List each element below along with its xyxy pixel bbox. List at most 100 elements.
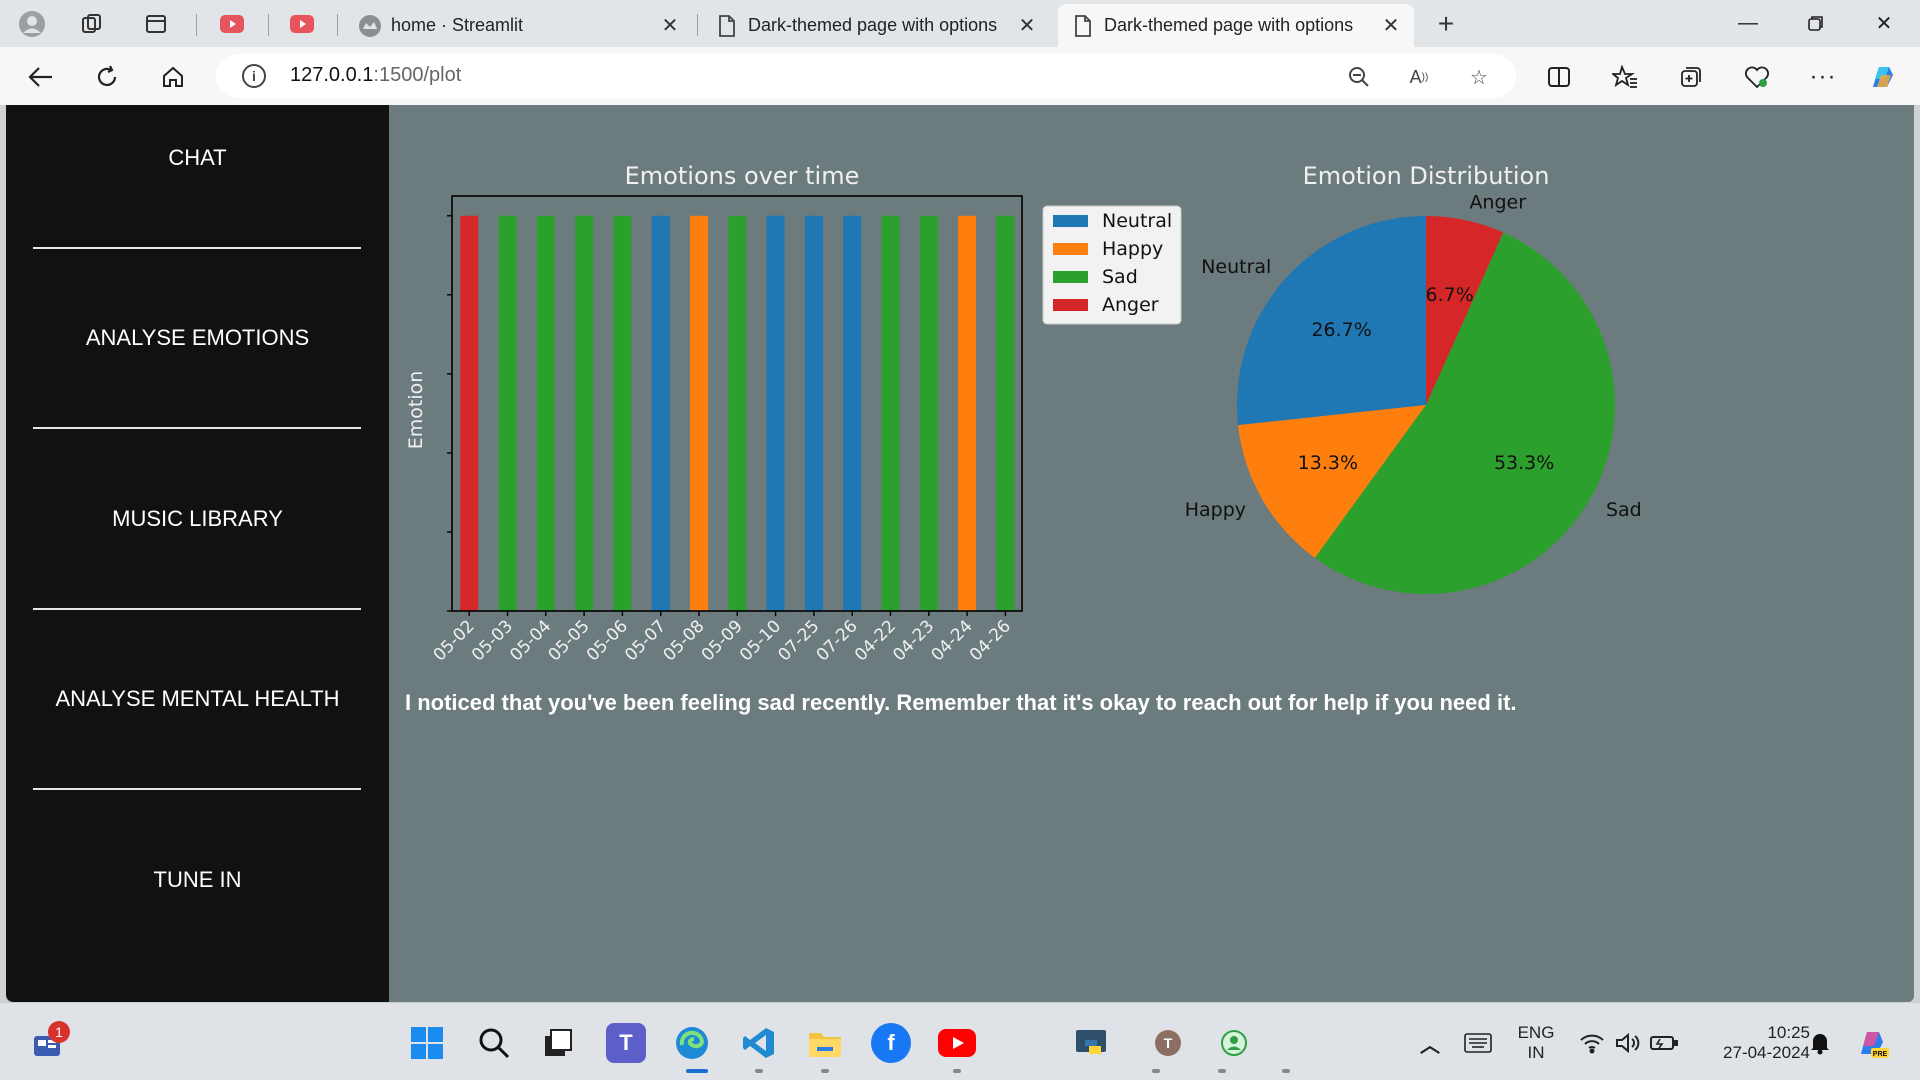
clock[interactable]: 10:25 27-04-2024 [1690,1023,1810,1063]
youtube-pinned-tab-icon[interactable] [288,10,316,38]
restore-icon[interactable] [1796,8,1836,38]
address-bar[interactable]: i 127.0.0.1:1500/plot A)) ☆ [216,54,1516,98]
pie-slice-anger [1426,216,1504,405]
split-screen-icon[interactable] [1542,60,1576,94]
chevron-up-icon[interactable]: ︿ [1420,1034,1440,1057]
url-text: 127.0.0.1:1500/plot [290,64,462,86]
zoom-out-icon[interactable] [1346,64,1372,90]
task-view-icon[interactable] [538,1023,578,1063]
workspaces-icon[interactable] [78,10,106,38]
bar-07-26 [843,215,862,611]
page-viewport: CHAT ANALYSE EMOTIONS MUSIC LIBRARY ANAL… [6,105,1914,1002]
notification-bell-icon[interactable] [1800,1023,1840,1063]
tab-home-streamlit[interactable]: home · Streamlit ✕ [345,4,693,47]
pie-category-label: Anger [1469,192,1526,214]
back-icon[interactable] [24,60,58,94]
favorite-star-icon[interactable]: ☆ [1470,66,1488,89]
sidebar-item-music-library[interactable]: MUSIC LIBRARY [112,506,283,531]
copilot-icon[interactable] [1866,60,1900,94]
youtube-icon[interactable] [937,1023,977,1063]
battery-icon[interactable] [1644,1023,1684,1063]
bar-05-08 [690,215,708,611]
search-icon[interactable] [474,1023,514,1063]
x-tick-label: 05-09 [698,616,747,665]
legend-label-sad: Sad [1102,266,1138,288]
clock-time: 10:25 [1767,1023,1810,1042]
page-icon [1070,14,1096,37]
python-app-icon[interactable] [1071,1023,1111,1063]
sidebar-item-analyse-mental-health[interactable]: ANALYSE MENTAL HEALTH [55,686,340,711]
pie-category-label: Sad [1606,499,1642,521]
x-tick-label: 05-07 [621,616,670,665]
pie-slice-sad [1314,232,1615,595]
tab-dark-themed-page[interactable]: Dark-themed page with options ✕ [702,4,1050,47]
bar-05-07 [651,215,670,611]
x-tick-label: 05-08 [659,616,708,665]
refresh-icon[interactable] [90,60,124,94]
sidebar-item-chat[interactable]: CHAT [168,145,227,170]
close-window-icon[interactable]: ✕ [1875,12,1893,35]
bar-chart-legend: Neutral Happy Sad Anger [1042,205,1182,325]
streamlit-icon [357,14,383,38]
home-icon[interactable] [156,60,190,94]
facebook-icon[interactable]: f [871,1023,911,1063]
favorites-icon[interactable] [1608,60,1642,94]
minimize-icon[interactable]: — [1738,11,1758,34]
read-aloud-icon[interactable]: A)) [1409,66,1429,87]
bar-chart-marks [460,215,1015,611]
legend-box [1042,205,1182,325]
more-options-icon[interactable]: ··· [1809,63,1837,90]
tab-dark-themed-page-active[interactable]: Dark-themed page with options ✕ [1058,4,1414,47]
collections-icon[interactable] [1674,60,1708,94]
person-status-icon[interactable] [1214,1023,1254,1063]
site-info-icon[interactable]: i [242,64,266,88]
volume-icon[interactable] [1608,1023,1648,1063]
legend-label-anger: Anger [1102,294,1159,316]
teams-icon[interactable]: T [606,1023,646,1063]
app-indicator [1282,1069,1290,1073]
profile-app-icon[interactable]: T [1148,1023,1188,1063]
profile-icon[interactable] [18,10,46,38]
copilot-preview-icon[interactable]: PRE [1852,1023,1892,1063]
region-code: IN [1527,1043,1545,1062]
taskbar: 1 T f T ︿ ENG IN [0,1002,1920,1080]
close-icon[interactable]: ✕ [661,15,679,37]
x-tick-label: 05-04 [506,616,555,665]
new-tab-icon[interactable]: + [1437,8,1455,39]
x-tick-label: 05-05 [545,616,594,665]
sidebar-item-tune-in[interactable]: TUNE IN [153,867,242,892]
x-tick-label: 07-25 [774,616,823,665]
youtube-pinned-tab-icon[interactable] [218,10,246,38]
app-indicator [821,1069,829,1073]
bar-05-05 [575,215,594,611]
notification-badge: 1 [48,1021,70,1043]
wifi-icon[interactable] [1572,1023,1612,1063]
bar-05-09 [728,215,747,611]
sadness-message: I noticed that you've been feeling sad r… [405,690,1517,715]
bar-05-06 [613,215,632,611]
edge-icon[interactable] [672,1023,712,1063]
pie-percent-label: 13.3% [1298,452,1358,474]
close-icon[interactable]: ✕ [1018,15,1036,37]
language-code: ENG [1517,1023,1555,1042]
tab-separator [337,14,338,36]
pie-chart-marks: 26.7% Neutral 13.3% Happy 53.3% Sad 6.7% Anger [1185,192,1642,595]
close-icon[interactable]: ✕ [1382,15,1400,37]
legend-swatch-neutral [1053,215,1088,227]
bar-chart-x-ticks: 05-0205-0305-0405-0505-0605-0705-0805-09… [430,611,1015,665]
x-tick-label: 04-23 [889,616,938,665]
keyboard-icon[interactable] [1458,1023,1498,1063]
pie-category-label: Neutral [1201,256,1271,278]
x-tick-label: 04-26 [966,616,1015,665]
legend-swatch-sad [1053,271,1088,283]
tab-actions-icon[interactable] [142,10,170,38]
pie-category-label: Happy [1185,499,1246,521]
file-explorer-icon[interactable] [805,1023,845,1063]
windows-start-icon[interactable] [407,1023,447,1063]
sidebar-item-analyse-emotions[interactable]: ANALYSE EMOTIONS [85,325,310,350]
vscode-icon[interactable] [739,1023,779,1063]
bar-chart-y-ticks [447,215,452,612]
browser-essentials-icon[interactable] [1740,60,1774,94]
app-indicator [1218,1069,1226,1073]
language-indicator[interactable]: ENG IN [1508,1023,1564,1063]
